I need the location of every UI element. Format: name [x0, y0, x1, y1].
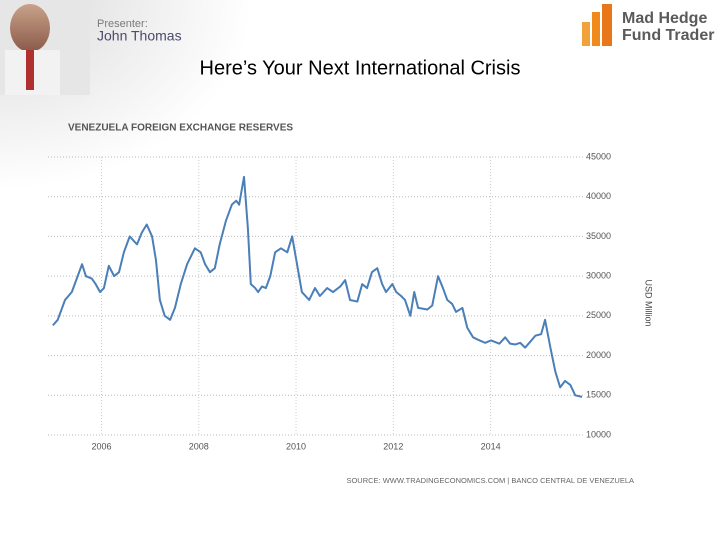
slide-title: Here’s Your Next International Crisis [200, 57, 521, 79]
x-tick-label: 2008 [189, 441, 209, 451]
source-note: SOURCE: WWW.TRADINGECONOMICS.COM | BANCO… [346, 476, 634, 485]
y-axis-label: USD Million [644, 279, 654, 326]
logo-icon [582, 4, 612, 46]
chart-title: VENEZUELA FOREIGN EXCHANGE RESERVES [68, 123, 293, 134]
presenter-photo [0, 0, 90, 95]
y-tick-label: 30000 [586, 271, 611, 281]
y-tick-label: 40000 [586, 191, 611, 201]
y-tick-label: 35000 [586, 231, 611, 241]
logo-text: Mad Hedge [622, 10, 707, 27]
presenter-name: John Thomas [97, 28, 182, 44]
y-tick-label: 10000 [586, 429, 611, 439]
y-tick-label: 15000 [586, 390, 611, 400]
x-tick-label: 2014 [481, 441, 501, 451]
y-tick-label: 25000 [586, 310, 611, 320]
y-tick-label: 45000 [586, 151, 611, 161]
x-tick-label: 2010 [286, 441, 306, 451]
x-tick-label: 2012 [383, 441, 403, 451]
x-tick-label: 2006 [91, 441, 111, 451]
presenter-label: Presenter: [97, 18, 148, 30]
y-tick-label: 20000 [586, 350, 611, 360]
logo-text: Fund Trader [622, 27, 714, 44]
data-line [52, 175, 583, 398]
